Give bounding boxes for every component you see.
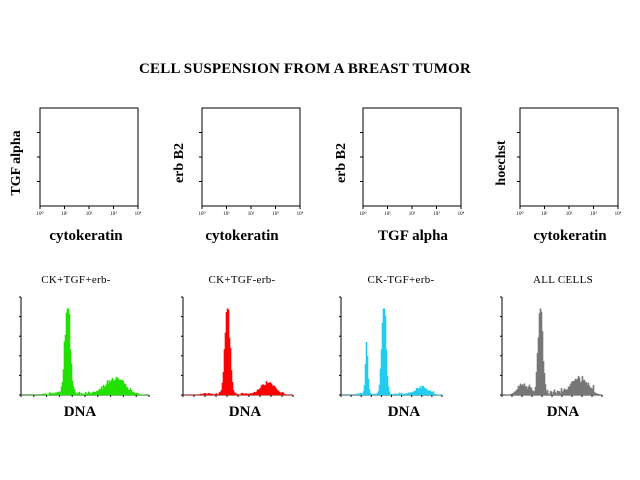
x-tick-label: 10⁴ <box>135 211 142 217</box>
y-axis-label: erb B2 <box>172 143 187 183</box>
x-tick-label: 10⁴ <box>615 211 622 217</box>
panel-7: CK-TGF+erb- DNA <box>339 274 443 420</box>
x-tick-label: 10⁰ <box>36 211 43 217</box>
panel-8: ALL CELLS DNA <box>500 274 603 420</box>
x-tick-label: 10⁴ <box>297 211 304 217</box>
x-tick-label: 10⁰ <box>359 211 366 217</box>
plot-frame <box>201 107 301 207</box>
plot-frame <box>519 107 619 207</box>
x-tick-label: 10⁰ <box>198 211 205 217</box>
x-tick-label: 10² <box>409 211 416 217</box>
histogram-header: CK+TGF+erb- <box>41 274 111 286</box>
histogram-series <box>502 308 603 396</box>
x-axis-label: cytokeratin <box>49 228 123 244</box>
x-tick-label: 10² <box>248 211 255 217</box>
x-axis-label: DNA <box>388 404 421 420</box>
histogram-series <box>21 308 149 396</box>
x-axis-label: DNA <box>64 404 97 420</box>
y-axis-label: TGF alpha <box>9 130 24 195</box>
x-tick-label: 10¹ <box>384 211 391 217</box>
panel-1: 10⁰ 10¹ 10² 10³ 10⁴ TGF alpha cytokeratin <box>9 107 142 244</box>
x-tick-label: 10¹ <box>541 211 548 217</box>
panel-2: 10⁰ 10¹ 10² 10³ 10⁴ erb B2 cytokeratin <box>172 107 304 244</box>
x-tick-label: 10¹ <box>223 211 230 217</box>
x-axis-label: DNA <box>547 404 580 420</box>
x-tick-label: 10⁴ <box>458 211 465 217</box>
x-tick-label: 10³ <box>272 211 279 217</box>
histogram-header: CK-TGF+erb- <box>368 274 435 286</box>
x-tick-label: 10³ <box>590 211 597 217</box>
histogram-series <box>341 308 442 396</box>
panel-5: CK+TGF+erb- DNA <box>19 274 150 420</box>
x-axis-label: cytokeratin <box>533 228 607 244</box>
panel-4: 10⁰ 10¹ 10² 10³ 10⁴ hoechst cytokeratin <box>494 107 622 244</box>
histogram-header: CK+TGF-erb- <box>209 274 276 286</box>
y-axis-label: erb B2 <box>334 143 349 183</box>
histogram-series <box>183 308 293 396</box>
x-tick-label: 10² <box>86 211 93 217</box>
plot-frame <box>39 107 139 207</box>
x-tick-label: 10³ <box>433 211 440 217</box>
x-axis-label: TGF alpha <box>378 228 448 244</box>
plot-frame <box>362 107 462 207</box>
page-title: CELL SUSPENSION FROM A BREAST TUMOR <box>139 61 471 77</box>
y-axis-label: hoechst <box>494 140 509 185</box>
histogram-header: ALL CELLS <box>533 274 593 286</box>
x-tick-label: 10³ <box>110 211 117 217</box>
x-axis-label: cytokeratin <box>205 228 279 244</box>
panel-6: CK+TGF-erb- DNA <box>181 274 294 420</box>
x-tick-label: 10¹ <box>61 211 68 217</box>
x-tick-label: 10² <box>566 211 573 217</box>
panel-3: 10⁰ 10¹ 10² 10³ 10⁴ erb B2 TGF alpha <box>334 107 465 244</box>
x-tick-label: 10⁰ <box>516 211 523 217</box>
x-axis-label: DNA <box>229 404 262 420</box>
